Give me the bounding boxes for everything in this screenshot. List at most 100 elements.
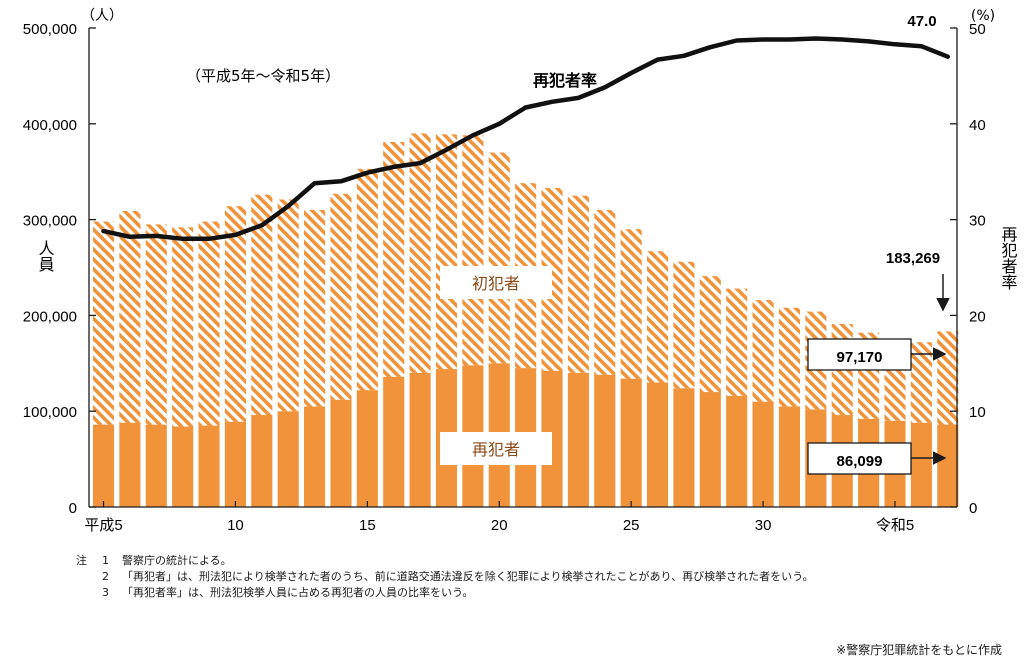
first-offender-label: 初犯者 bbox=[472, 274, 520, 293]
bar-repeat-offender bbox=[119, 422, 141, 507]
bar-first-offender bbox=[541, 187, 563, 371]
bar-repeat-offender bbox=[304, 406, 326, 507]
bar-first-offender bbox=[92, 221, 115, 425]
x-axis-tick-label: 30 bbox=[755, 517, 772, 534]
bar-first-offender bbox=[145, 224, 167, 425]
source-note: ※警察庁犯罪統計をもとに作成 bbox=[836, 643, 1002, 657]
bar-first-offender bbox=[409, 133, 431, 373]
left-axis-tick-label: 200,000 bbox=[23, 308, 77, 325]
note-3-number: 3 bbox=[102, 586, 109, 599]
bar-first-offender bbox=[119, 210, 141, 423]
bar-first-offender bbox=[304, 210, 326, 407]
period-label: （平成5年～令和5年） bbox=[186, 67, 340, 85]
bar-first-offender bbox=[383, 142, 405, 377]
bar-repeat-offender bbox=[251, 415, 273, 507]
left-axis-tick-label: 0 bbox=[69, 500, 77, 517]
bar-repeat-offender bbox=[726, 395, 748, 507]
x-axis-tick-label: 平成5 bbox=[84, 517, 122, 534]
bar-repeat-offender bbox=[752, 401, 774, 507]
bar-repeat-offender bbox=[910, 422, 932, 507]
bar-repeat-offender bbox=[778, 406, 801, 507]
repeat-offender-value-box bbox=[807, 442, 912, 475]
left-axis-unit: （人） bbox=[81, 8, 123, 24]
notes-lead: 注 bbox=[76, 554, 87, 567]
repeat-offender-label-box bbox=[440, 432, 552, 465]
right-axis-tick-label: 0 bbox=[969, 500, 977, 517]
bar-first-offender bbox=[198, 221, 220, 426]
right-axis-label: 再犯者率 bbox=[999, 226, 1018, 290]
bar-first-offender bbox=[356, 168, 378, 391]
note-2-text: 「再犯者」は、刑法犯により検挙された者のうち、前に道路交通法違反を除く犯罪により… bbox=[122, 570, 814, 583]
bar-group bbox=[92, 133, 959, 507]
first-offender-last-value: 97,170 bbox=[837, 349, 883, 366]
note-2-number: 2 bbox=[102, 570, 109, 583]
right-axis-tick-label: 10 bbox=[969, 404, 986, 421]
first-offender-label-box bbox=[440, 266, 552, 299]
bar-first-offender bbox=[778, 307, 801, 407]
bar-first-offender bbox=[910, 342, 932, 423]
bar-first-offender bbox=[620, 229, 642, 379]
bar-first-offender bbox=[435, 134, 458, 370]
rate-last-value: 47.0 bbox=[907, 13, 936, 30]
note-2: 2 「再犯者」は、刑法犯により検挙された者のうち、前に道路交通法違反を除く犯罪によ… bbox=[76, 569, 813, 585]
bar-repeat-offender bbox=[224, 421, 246, 507]
bar-first-offender bbox=[224, 206, 246, 422]
bar-first-offender bbox=[647, 251, 669, 383]
left-axis-tick-label: 400,000 bbox=[23, 117, 77, 134]
bar-first-offender bbox=[488, 152, 510, 364]
bar-first-offender bbox=[699, 276, 721, 393]
left-axis-tick-label: 100,000 bbox=[23, 404, 77, 421]
bar-first-offender bbox=[251, 194, 273, 416]
note-1-text: 警察庁の統計による。 bbox=[122, 554, 232, 567]
bar-repeat-offender bbox=[594, 374, 616, 507]
chart-notes: 注 1 警察庁の統計による。 2 「再犯者」は、刑法犯により検挙された者のうち、前に道… bbox=[76, 553, 813, 601]
bar-repeat-offender bbox=[409, 372, 431, 507]
note-1-number: 1 bbox=[102, 554, 109, 567]
note-1: 注 1 警察庁の統計による。 bbox=[76, 553, 813, 569]
first-offender-value-box bbox=[807, 338, 912, 371]
bar-repeat-offender bbox=[937, 424, 959, 507]
bar-repeat-offender bbox=[383, 376, 405, 507]
bar-repeat-offender bbox=[277, 411, 299, 507]
bar-repeat-offender bbox=[541, 370, 563, 507]
bar-first-offender bbox=[726, 288, 748, 396]
bar-repeat-offender bbox=[198, 425, 220, 507]
bar-repeat-offender bbox=[567, 372, 589, 507]
left-axis-label: 人員 bbox=[36, 240, 55, 272]
bar-first-offender bbox=[567, 195, 589, 373]
note-3-text: 「再犯者率」は、刑法犯検挙人員に占める再犯者の人員の比率をいう。 bbox=[122, 586, 474, 599]
recidivism-rate-line bbox=[101, 36, 951, 242]
right-axis-tick-label: 50 bbox=[969, 21, 986, 38]
bar-repeat-offender bbox=[699, 392, 721, 507]
bar-first-offender bbox=[277, 199, 299, 412]
recidivism-chart: 0 100,000 200,000 300,000 400,000 500,000 0 10… bbox=[23, 8, 1018, 534]
rate-line-label: 再犯者率 bbox=[533, 71, 597, 90]
right-axis-unit: (%) bbox=[971, 8, 995, 24]
bar-repeat-offender bbox=[330, 399, 352, 507]
x-axis-tick-label: 20 bbox=[491, 517, 508, 534]
x-axis-tick-label: 10 bbox=[227, 517, 244, 534]
left-axis-tick-label: 500,000 bbox=[23, 21, 77, 38]
bar-repeat-offender bbox=[172, 426, 194, 507]
x-axis-tick-label: 令和5 bbox=[876, 517, 914, 534]
bar-first-offender bbox=[462, 135, 484, 366]
right-axis-tick-label: 40 bbox=[969, 117, 986, 134]
bar-repeat-offender bbox=[145, 424, 167, 507]
bar-repeat-offender bbox=[647, 382, 669, 507]
bar-first-offender bbox=[172, 227, 194, 427]
left-axis-tick-labels: 0 100,000 200,000 300,000 400,000 500,000 bbox=[23, 21, 77, 517]
note-3: 3 「再犯者率」は、刑法犯検挙人員に占める再犯者の人員の比率をいう。 bbox=[76, 585, 813, 601]
right-axis-tick-label: 20 bbox=[969, 308, 986, 325]
bar-repeat-offender bbox=[356, 390, 378, 507]
right-axis-tick-labels: 0 10 20 30 40 50 bbox=[969, 21, 986, 517]
x-axis-tick-labels: 平成5 10 15 20 25 30 令和5 bbox=[84, 517, 914, 534]
bar-repeat-offender bbox=[673, 388, 695, 507]
bar-repeat-offender bbox=[92, 424, 115, 507]
x-axis-tick-label: 15 bbox=[359, 517, 376, 534]
bar-first-offender bbox=[594, 210, 616, 375]
repeat-offender-last-value: 86,099 bbox=[837, 453, 883, 470]
x-axis-tick-label: 25 bbox=[623, 517, 640, 534]
bar-first-offender bbox=[673, 261, 695, 389]
left-axis-tick-label: 300,000 bbox=[23, 213, 77, 230]
bar-repeat-offender bbox=[620, 378, 642, 507]
